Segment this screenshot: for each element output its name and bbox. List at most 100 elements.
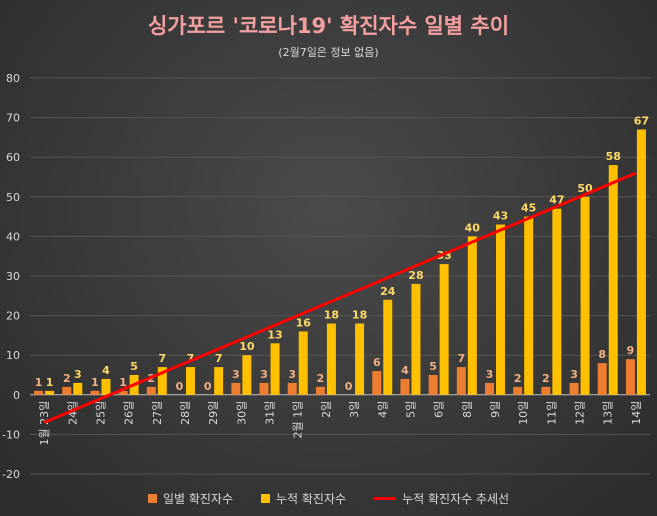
data-label-daily: 2 bbox=[514, 372, 522, 385]
bar-cumulative bbox=[467, 236, 477, 395]
bar-cumulative bbox=[73, 382, 83, 395]
data-label-daily: 2 bbox=[542, 372, 550, 385]
y-tick-label: -10 bbox=[2, 428, 20, 441]
data-label-cumulative: 7 bbox=[187, 352, 195, 365]
data-label-cumulative: 28 bbox=[408, 269, 423, 282]
y-tick-label: 40 bbox=[6, 230, 20, 243]
data-label-daily: 0 bbox=[204, 380, 212, 393]
data-label-daily: 0 bbox=[176, 380, 184, 393]
x-tick-label: 26일 bbox=[122, 401, 136, 425]
y-tick-label: 0 bbox=[13, 389, 20, 402]
x-tick-label: 10일 bbox=[516, 401, 530, 425]
bar-daily bbox=[541, 386, 551, 395]
bar-cumulative bbox=[157, 367, 167, 395]
trendline bbox=[43, 171, 637, 424]
bar-cumulative bbox=[298, 331, 308, 395]
x-tick-label: 28일 bbox=[178, 401, 192, 425]
data-label-cumulative: 58 bbox=[606, 150, 621, 163]
bar-daily bbox=[625, 359, 635, 395]
data-label-cumulative: 1 bbox=[46, 376, 54, 389]
y-tick-label: 80 bbox=[6, 72, 20, 85]
bar-cumulative bbox=[411, 283, 421, 395]
bar-cumulative bbox=[524, 216, 534, 395]
bar-cumulative bbox=[608, 165, 618, 395]
chart-title: 싱가포르 '코로나19' 확진자수 일별 추이 bbox=[147, 14, 510, 38]
bar-daily bbox=[428, 375, 438, 395]
data-label-cumulative: 10 bbox=[239, 340, 255, 353]
data-label-daily: 2 bbox=[63, 372, 71, 385]
bar-daily bbox=[231, 382, 241, 395]
bar-daily bbox=[287, 382, 297, 395]
data-label-daily: 8 bbox=[598, 348, 606, 361]
data-label-daily: 1 bbox=[35, 376, 43, 389]
x-tick-label: 3일 bbox=[347, 401, 361, 418]
bar-cumulative bbox=[580, 196, 590, 395]
bar-daily bbox=[62, 386, 72, 395]
x-tick-label: 25일 bbox=[93, 401, 107, 425]
x-tick-label: 4일 bbox=[375, 401, 389, 418]
bar-daily bbox=[372, 371, 382, 395]
bar-cumulative bbox=[355, 323, 365, 395]
data-label-daily: 3 bbox=[260, 368, 268, 381]
data-label-daily: 3 bbox=[288, 368, 296, 381]
data-label-daily: 7 bbox=[457, 352, 465, 365]
data-label-daily: 1 bbox=[119, 376, 127, 389]
data-label-daily: 4 bbox=[401, 364, 409, 377]
x-tick-label: 27일 bbox=[150, 401, 164, 425]
data-label-daily: 9 bbox=[627, 344, 635, 357]
bar-daily bbox=[456, 367, 466, 395]
data-label-cumulative: 3 bbox=[74, 368, 82, 381]
x-tick-label: 31일 bbox=[263, 401, 277, 425]
x-tick-label: 24일 bbox=[65, 401, 79, 425]
bar-daily bbox=[400, 378, 410, 395]
bar-daily bbox=[259, 382, 269, 395]
bar-daily bbox=[315, 386, 325, 395]
bar-daily bbox=[513, 386, 523, 395]
data-label-daily: 2 bbox=[317, 372, 325, 385]
x-tick-label: 13일 bbox=[601, 401, 615, 425]
bar-daily bbox=[118, 390, 128, 395]
data-label-daily: 0 bbox=[345, 380, 353, 393]
x-tick-label: 12일 bbox=[573, 401, 587, 425]
legend-trend-label: 누적 확진자수 추세선 bbox=[402, 492, 510, 506]
bar-cumulative bbox=[242, 355, 252, 395]
bar-cumulative bbox=[439, 264, 449, 395]
y-tick-label: 10 bbox=[6, 349, 20, 362]
data-label-daily: 1 bbox=[91, 376, 99, 389]
x-tick-label: 11일 bbox=[544, 401, 558, 425]
legend: 일별 확진자수 누적 확진자수 누적 확진자수 추세선 bbox=[0, 490, 657, 507]
data-label-cumulative: 40 bbox=[465, 221, 481, 234]
y-tick-label: 50 bbox=[6, 191, 20, 204]
data-label-cumulative: 45 bbox=[521, 202, 536, 215]
x-tick-label: 2월 1일 bbox=[291, 401, 305, 439]
legend-cumulative-label: 누적 확진자수 bbox=[276, 492, 347, 506]
bar-cumulative bbox=[636, 129, 646, 395]
legend-trend: 누적 확진자수 추세선 bbox=[374, 490, 509, 507]
data-label-cumulative: 7 bbox=[215, 352, 223, 365]
data-label-cumulative: 24 bbox=[380, 285, 396, 298]
chart-subtitle: (2월7일은 정보 없음) bbox=[278, 46, 379, 59]
data-label-cumulative: 67 bbox=[634, 114, 649, 127]
bar-cumulative bbox=[101, 378, 111, 395]
bar-cumulative bbox=[270, 343, 280, 395]
data-label-cumulative: 18 bbox=[324, 309, 339, 322]
x-tick-label: 14일 bbox=[629, 401, 643, 425]
bar-daily bbox=[597, 363, 607, 395]
data-label-daily: 3 bbox=[570, 368, 578, 381]
data-label-daily: 6 bbox=[373, 356, 381, 369]
bar-cumulative bbox=[186, 367, 195, 395]
x-tick-label: 29일 bbox=[206, 401, 220, 425]
legend-daily: 일별 확진자수 bbox=[147, 490, 233, 507]
y-tick-label: 20 bbox=[6, 310, 20, 323]
bar-daily bbox=[485, 382, 494, 395]
bar-daily bbox=[34, 390, 44, 395]
data-label-cumulative: 16 bbox=[296, 316, 312, 329]
bar-daily bbox=[90, 390, 100, 395]
y-tick-label: 60 bbox=[6, 151, 20, 164]
data-label-daily: 5 bbox=[429, 360, 437, 373]
x-tick-label: 8일 bbox=[460, 401, 474, 418]
data-label-cumulative: 7 bbox=[158, 352, 166, 365]
data-label-cumulative: 18 bbox=[352, 309, 367, 322]
data-label-daily: 3 bbox=[232, 368, 240, 381]
